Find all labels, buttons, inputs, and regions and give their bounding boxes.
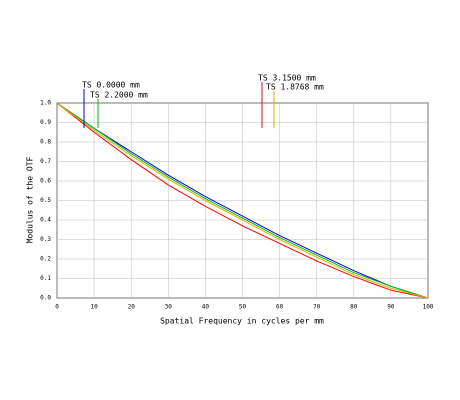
series-line [56,102,429,299]
y-tick-label: 0.7 [40,158,51,165]
y-tick-label: 0.0 [40,295,51,302]
x-tick-label: 0 [55,304,59,311]
y-tick-label: 0.5 [40,197,51,204]
y-tick-label: 0.1 [40,275,51,282]
x-tick-label: 50 [239,304,247,311]
x-tick-label: 70 [313,304,321,311]
legend-label: TS 0.0000 mm [82,81,140,90]
y-tick-label: 0.2 [40,256,51,263]
legend-label: TS 1.8768 mm [266,83,324,92]
y-axis-label: Modulus of the OTF [26,156,35,243]
x-axis-label: Spatial Frequency in cycles per mm [160,317,324,326]
y-tick-label: 0.6 [40,178,51,185]
x-tick-label: 40 [202,304,210,311]
y-tick-label: 0.3 [40,236,51,243]
x-tick-label: 20 [128,304,136,311]
series-line [56,102,429,299]
y-tick-label: 0.4 [40,217,51,224]
x-tick-label: 100 [423,304,434,311]
legend-label: TS 2.2000 mm [90,91,148,100]
series-line [56,102,429,299]
y-tick-label: 1.0 [40,100,51,107]
series-line [56,102,429,299]
x-tick-label: 10 [90,304,98,311]
x-tick-label: 90 [387,304,395,311]
x-tick-label: 80 [350,304,358,311]
y-tick-label: 0.9 [40,119,51,126]
legend-label: TS 3.1500 mm [258,74,316,83]
x-tick-label: 30 [165,304,173,311]
x-tick-label: 60 [276,304,284,311]
y-tick-label: 0.8 [40,139,51,146]
